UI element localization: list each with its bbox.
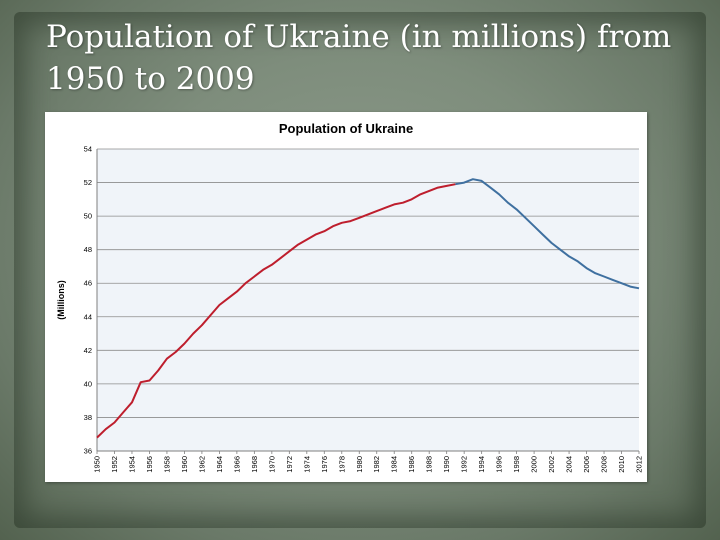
y-tick-labels: 36 38 40 42 44 46 48 50 52 54: [84, 145, 92, 456]
y-tick-label: 44: [84, 312, 92, 321]
x-tick-label: 2010: [617, 456, 626, 473]
y-tick-label: 50: [84, 212, 92, 221]
x-tick-label: 1988: [425, 456, 434, 473]
x-tick-label: 1986: [407, 456, 416, 473]
chart-container: 36 38 40 42 44 46 48 50 52 54 1950 1952 1954 1956 195…: [45, 112, 647, 482]
x-tick-label: 1968: [250, 456, 259, 473]
x-tick-label: 1958: [162, 456, 171, 473]
x-tick-label: 2012: [635, 456, 644, 473]
x-tick-label: 1978: [337, 456, 346, 473]
x-tick-label: 1984: [390, 456, 399, 473]
x-tick-label: 1990: [442, 456, 451, 473]
x-tick-labels: 1950 1952 1954 1956 1958 1960 1962 1964 1966 1968…: [93, 456, 644, 473]
x-tick-label: 2002: [547, 456, 556, 473]
axes: [96, 149, 640, 454]
chart-title: Population of Ukraine: [279, 121, 413, 136]
slide-title: Population of Ukraine (in millions) from…: [46, 19, 672, 97]
y-tick-label: 48: [84, 245, 92, 254]
plot-area: [97, 149, 639, 451]
series-line-1: [96, 183, 456, 439]
x-tick-label: 1960: [180, 456, 189, 473]
y-tick-label: 52: [84, 178, 92, 187]
x-tick-label: 1976: [320, 456, 329, 473]
x-tick-label: 1996: [495, 456, 504, 473]
series-lines: [96, 178, 640, 439]
x-tick-label: 2000: [530, 456, 539, 473]
x-tick-label: 1980: [355, 456, 364, 473]
x-tick-label: 1954: [127, 456, 136, 473]
y-tick-label: 40: [84, 379, 92, 388]
x-tick-label: 1982: [372, 456, 381, 473]
x-tick-label: 1956: [145, 456, 154, 473]
x-tick-label: 1964: [215, 456, 224, 473]
x-tick-label: 1992: [460, 456, 469, 473]
y-tick-label: 54: [84, 145, 92, 154]
gridlines: [97, 148, 639, 452]
y-tick-label: 42: [84, 346, 92, 355]
x-tick-label: 1972: [285, 456, 294, 473]
x-tick-label: 1974: [302, 456, 311, 473]
y-tick-label: 38: [84, 413, 92, 422]
x-tick-label: 2008: [600, 456, 609, 473]
x-tick-label: 2004: [565, 456, 574, 473]
y-tick-label: 36: [84, 447, 92, 456]
y-tick-label: 46: [84, 279, 92, 288]
x-tick-label: 1952: [110, 456, 119, 473]
y-axis-label: (Millions): [56, 280, 66, 320]
x-tick-label: 1966: [232, 456, 241, 473]
x-tick-label: 1998: [512, 456, 521, 473]
x-tick-label: 1994: [477, 456, 486, 473]
x-tick-label: 2006: [582, 456, 591, 473]
x-tick-label: 1970: [267, 456, 276, 473]
series-line-2: [455, 178, 640, 290]
x-tick-label: 1950: [93, 456, 102, 473]
x-tick-label: 1962: [197, 456, 206, 473]
